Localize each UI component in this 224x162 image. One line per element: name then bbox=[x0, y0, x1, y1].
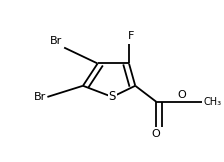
Text: Br: Br bbox=[34, 92, 46, 102]
Text: CH₃: CH₃ bbox=[203, 97, 221, 107]
Text: O: O bbox=[152, 129, 161, 139]
Text: S: S bbox=[109, 90, 116, 103]
Text: F: F bbox=[128, 31, 134, 41]
Text: Br: Br bbox=[50, 36, 62, 46]
Text: O: O bbox=[177, 90, 186, 100]
